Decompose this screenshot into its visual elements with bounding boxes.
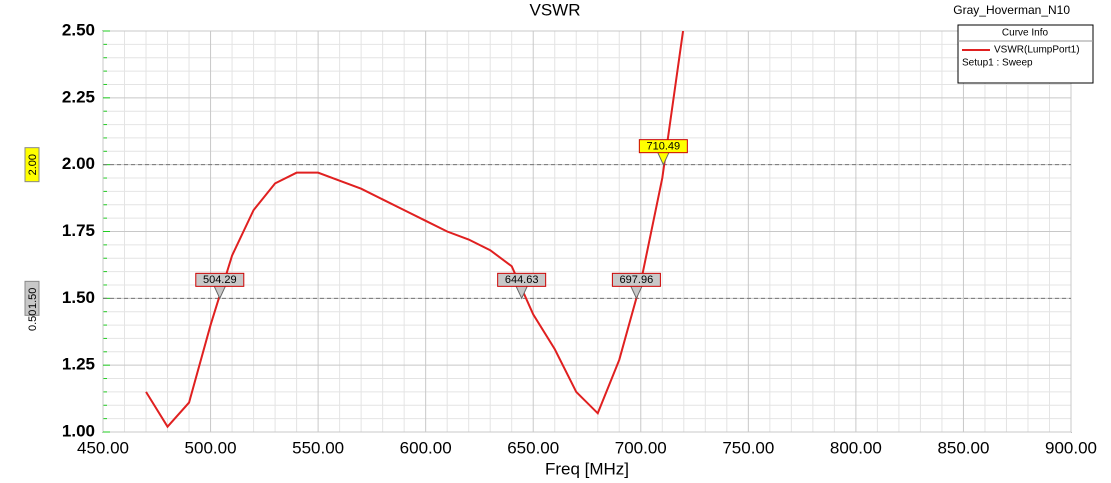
marker-box [195,272,245,287]
marker-box [497,272,547,287]
legend-entry: VSWR(LumpPort1) [994,45,1080,56]
x-tick-label: 550.00 [292,438,344,457]
y-tick-label: 1.50 [62,288,95,307]
x-tick-label: 800.00 [830,438,882,457]
marker-label: 710.49 [647,141,681,153]
marker-label: 644.63 [505,274,539,286]
x-tick-label: 600.00 [400,438,452,457]
marker-level-box [24,280,40,316]
x-tick-label: 450.00 [77,438,129,457]
marker-box [638,139,688,154]
marker-level-label: 2.00 [24,147,40,183]
legend-title: Curve Info [1002,28,1049,39]
legend-box [957,24,1094,84]
x-tick-label: 650.00 [507,438,559,457]
marker-level-text: 2.00 [27,154,39,175]
y-tick-label: 2.25 [62,87,95,106]
x-tick-label: 700.00 [615,438,667,457]
legend-note: Setup1 : Sweep [962,58,1033,69]
x-axis-label: Freq [MHz] [545,459,629,478]
x-tick-label: 900.00 [1045,438,1097,457]
marker-box [611,272,661,287]
data-line [145,31,685,429]
x-tick-label: 850.00 [937,438,989,457]
x-tick-label: 500.00 [185,438,237,457]
delta-label: 0.50 [27,310,39,331]
x-tick-label: 750.00 [722,438,774,457]
marker-label: 504.29 [203,274,237,286]
legend[interactable]: Curve Info VSWR(LumpPort1) Setup1 : Swee… [957,24,1094,84]
marker-label: 697.96 [620,274,654,286]
y-tick-label: 1.00 [62,421,95,440]
chart-title: VSWR [530,0,581,19]
y-tick-label: 1.25 [62,355,95,374]
y-tick-label: 2.00 [62,154,95,173]
delta-text: 0.50 [27,310,39,331]
marker-level-box [24,147,40,183]
design-name: Gray_Hoverman_N10 [953,3,1070,17]
marker-level-label: 1.50 [24,280,40,316]
y-tick-label: 1.75 [62,221,95,240]
marker-level-text: 1.50 [27,288,39,309]
y-tick-label: 2.50 [62,20,95,39]
